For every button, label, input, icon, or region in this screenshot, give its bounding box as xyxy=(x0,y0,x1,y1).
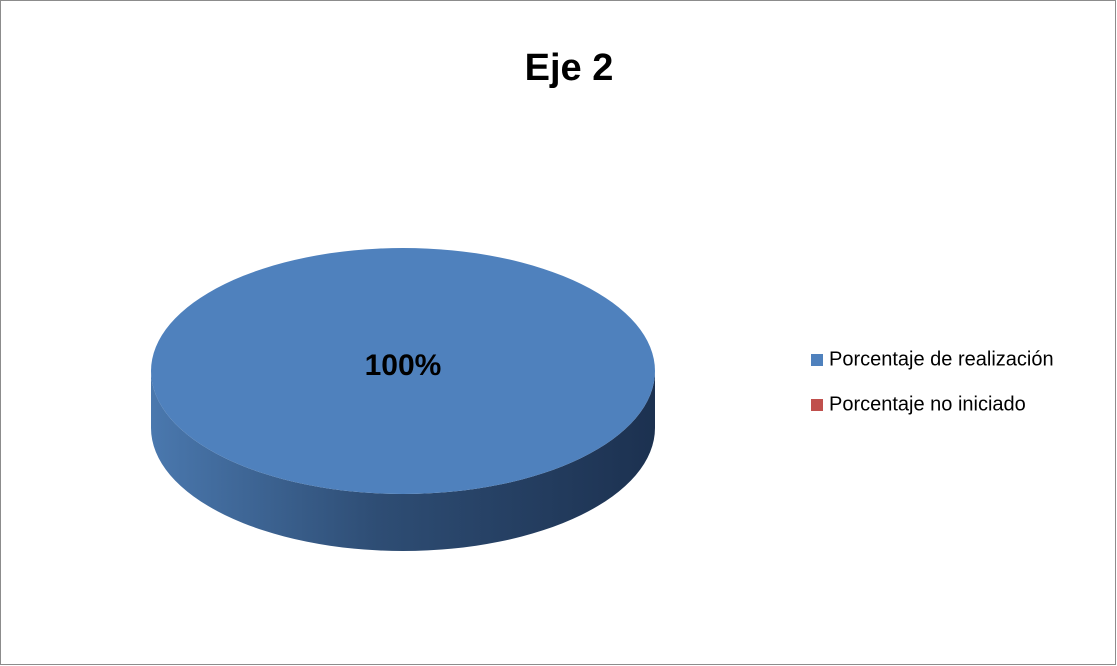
pie-side xyxy=(151,371,655,551)
legend-swatch xyxy=(811,399,823,411)
legend-swatch xyxy=(811,354,823,366)
chart-title: Eje 2 xyxy=(525,47,614,89)
data-label: 100% xyxy=(365,349,442,382)
pie-slice xyxy=(151,248,655,494)
legend-label: Porcentaje no iniciado xyxy=(829,393,1026,415)
legend-label: Porcentaje de realización xyxy=(829,348,1054,370)
